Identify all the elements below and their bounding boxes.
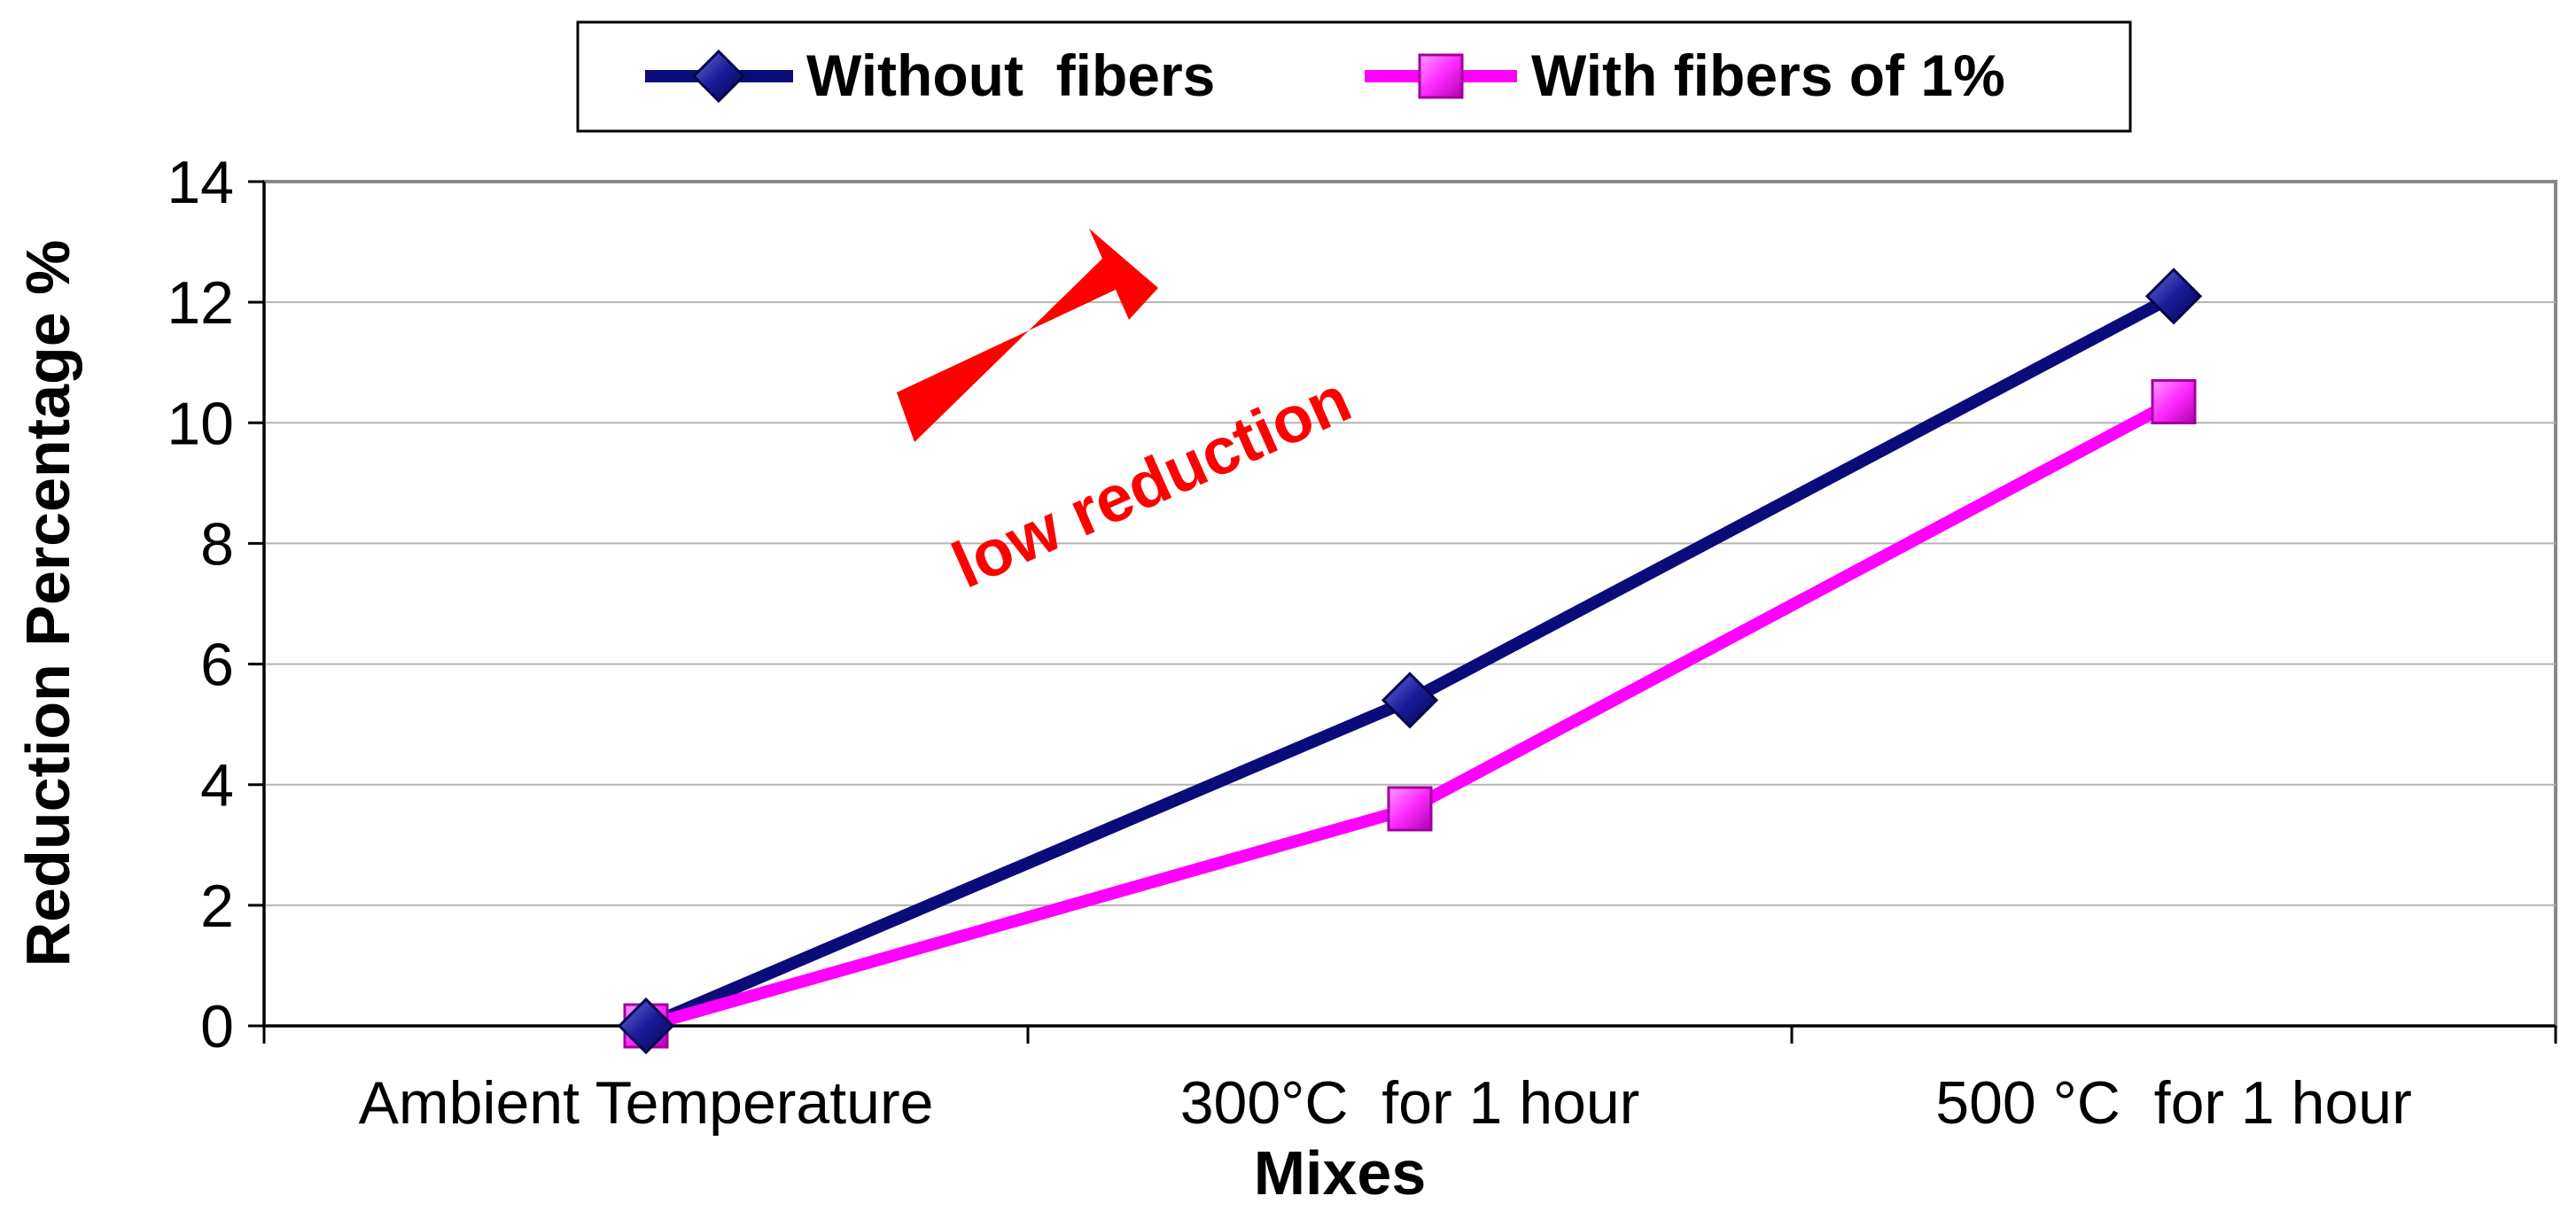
legend: Without fibers With fibers of 1% [576, 20, 2132, 133]
x-axis-title: Mixes [1254, 1138, 1427, 1207]
x-tick-label-2: 500 °C for 1 hour [1935, 1069, 2412, 1137]
annotation-arrow [897, 229, 1158, 442]
y-axis-ticks: 0 2 4 6 8 10 12 14 [167, 149, 264, 1060]
legend-label-with-fibers: With fibers of 1% [1531, 43, 2005, 108]
x-axis-ticks: Ambient Temperature 300°C for 1 hour 500 °… [262, 1026, 2557, 1137]
y-tick-label-4: 4 [200, 752, 234, 819]
series-1-point-2 [2151, 378, 2197, 424]
y-tick-label-0: 0 [200, 993, 234, 1060]
y-tick-label-8: 8 [200, 510, 234, 578]
legend-marker-square [1418, 53, 1464, 99]
y-tick-label-6: 6 [200, 632, 234, 699]
legend-item-with-fibers: With fibers of 1% [1365, 43, 2005, 108]
plot-frame [262, 180, 2557, 1028]
x-tick-label-1: 300°C for 1 hour [1180, 1069, 1640, 1137]
legend-box [576, 20, 2132, 133]
series-0-point-1 [1381, 672, 1439, 729]
plot-area: 0 2 4 6 8 10 12 14 Ambient Temperature 300°C for… [167, 149, 2557, 1137]
series-0-point-2 [2144, 268, 2203, 325]
legend-label-without-fibers: Without fibers [806, 43, 1215, 108]
series-group [617, 268, 2203, 1055]
series-0-point-0 [617, 997, 675, 1055]
legend-item-without-fibers: Without fibers [645, 43, 1215, 108]
legend-marker-diamond [691, 49, 746, 104]
series-1-point-1 [1387, 786, 1433, 832]
y-tick-label-10: 10 [167, 390, 234, 457]
y-tick-label-14: 14 [167, 149, 234, 216]
x-tick-label-0: Ambient Temperature [359, 1069, 934, 1137]
y-axis-title: Reduction Percentage % [13, 240, 82, 967]
y-tick-label-12: 12 [167, 269, 234, 337]
y-tick-label-2: 2 [200, 873, 234, 940]
